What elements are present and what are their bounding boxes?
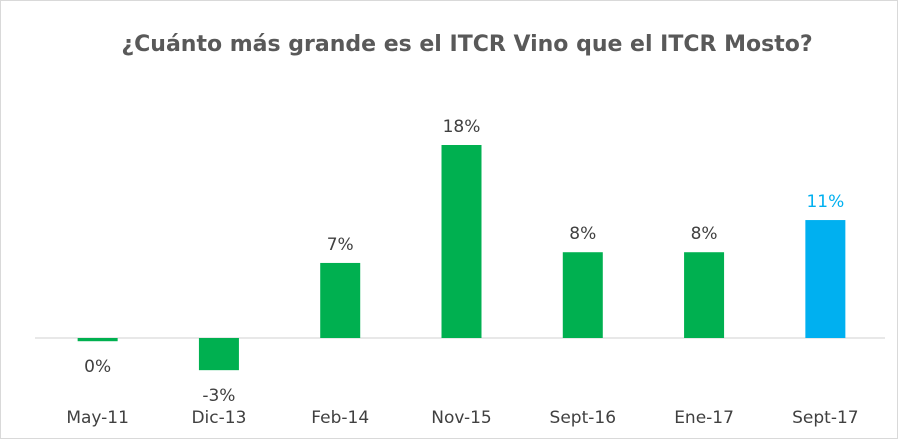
data-label: 7%: [327, 235, 354, 255]
bar: [684, 252, 725, 338]
data-label: 8%: [569, 224, 596, 244]
data-label: -3%: [202, 386, 235, 406]
bar: [562, 252, 603, 338]
bar: [320, 262, 361, 338]
data-label: 11%: [806, 192, 844, 212]
chart-title: ¿Cuánto más grande es el ITCR Vino que e…: [121, 32, 813, 57]
x-tick-label: Ene-17: [674, 408, 734, 428]
bar: [441, 145, 482, 338]
bar: [198, 338, 239, 371]
data-label: 8%: [691, 224, 718, 244]
data-label: 0%: [84, 357, 111, 377]
bar: [77, 338, 118, 342]
x-tick-label: Feb-14: [311, 408, 369, 428]
x-tick-label: Sept-17: [792, 408, 858, 428]
x-tick-label: May-11: [66, 408, 129, 428]
x-tick-label: Nov-15: [431, 408, 492, 428]
data-label: 18%: [443, 117, 481, 137]
bar: [805, 220, 846, 338]
x-tick-label: Dic-13: [191, 408, 246, 428]
x-tick-label: Sept-16: [550, 408, 616, 428]
